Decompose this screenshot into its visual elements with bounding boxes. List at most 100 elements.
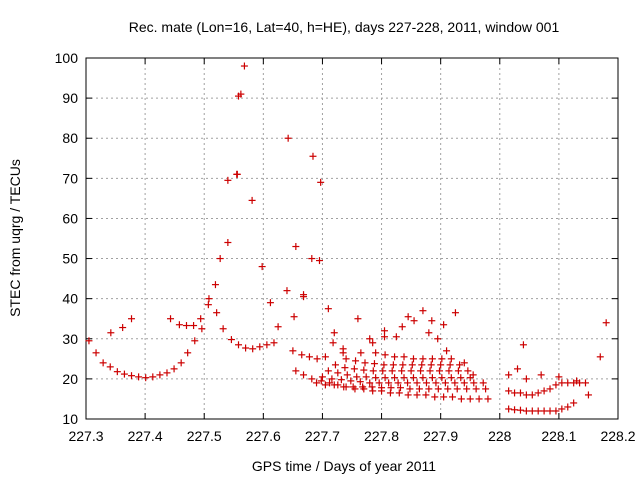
data-point bbox=[422, 379, 430, 387]
data-point bbox=[313, 355, 321, 363]
data-point bbox=[340, 383, 348, 391]
data-point bbox=[135, 373, 143, 381]
data-point bbox=[528, 391, 536, 399]
data-point bbox=[570, 399, 578, 407]
data-point bbox=[396, 384, 404, 392]
data-point bbox=[392, 333, 400, 341]
data-point bbox=[298, 351, 306, 359]
data-point bbox=[249, 345, 257, 353]
data-point bbox=[457, 395, 465, 403]
data-point bbox=[470, 379, 478, 387]
data-point bbox=[394, 379, 402, 387]
data-point bbox=[546, 407, 554, 415]
data-point bbox=[266, 299, 274, 307]
data-point bbox=[558, 379, 566, 387]
data-point bbox=[205, 295, 213, 303]
data-point bbox=[197, 315, 205, 323]
data-point bbox=[417, 367, 425, 375]
data-point bbox=[444, 385, 452, 393]
grid bbox=[86, 58, 618, 419]
data-point bbox=[326, 379, 334, 387]
data-point bbox=[349, 383, 357, 391]
data-point bbox=[300, 293, 308, 301]
data-point bbox=[258, 263, 266, 271]
data-point bbox=[342, 355, 350, 363]
data-point bbox=[460, 359, 468, 367]
data-point bbox=[387, 384, 395, 392]
data-point bbox=[270, 339, 278, 347]
data-point bbox=[381, 374, 389, 382]
data-point bbox=[440, 321, 448, 329]
data-point bbox=[381, 333, 389, 341]
data-point bbox=[149, 373, 157, 381]
data-point bbox=[564, 403, 572, 411]
data-point bbox=[274, 323, 282, 331]
axis-ticks: 227.3 227.4 227.5 227.6 227.7 227.8 227.9 228 22… bbox=[55, 50, 636, 444]
data-point bbox=[290, 313, 298, 321]
data-point bbox=[440, 393, 448, 401]
data-point bbox=[331, 361, 339, 369]
data-point bbox=[602, 319, 610, 327]
data-point bbox=[381, 351, 389, 359]
data-point bbox=[347, 377, 355, 385]
data-point bbox=[235, 92, 243, 100]
data-point bbox=[353, 373, 361, 381]
data-point bbox=[505, 371, 513, 379]
data-point bbox=[419, 374, 427, 382]
data-point bbox=[482, 385, 490, 393]
data-point bbox=[419, 307, 427, 315]
data-point bbox=[446, 361, 454, 369]
data-point bbox=[409, 355, 417, 363]
data-point bbox=[362, 373, 370, 381]
data-point bbox=[413, 391, 421, 399]
data-point bbox=[128, 315, 136, 323]
data-point bbox=[385, 379, 393, 387]
data-point bbox=[184, 349, 192, 357]
data-point bbox=[224, 239, 232, 247]
data-point bbox=[360, 366, 368, 374]
data-point bbox=[330, 381, 338, 389]
data-point bbox=[300, 371, 308, 379]
data-point bbox=[263, 341, 271, 349]
data-point bbox=[456, 361, 464, 369]
data-point bbox=[454, 367, 462, 375]
data-point bbox=[435, 367, 443, 375]
data-point bbox=[431, 393, 439, 401]
y-tick-label: 50 bbox=[62, 251, 78, 267]
data-point bbox=[437, 361, 445, 369]
data-point bbox=[227, 336, 235, 344]
x-tick-label: 227.6 bbox=[246, 428, 281, 444]
data-point bbox=[400, 353, 408, 361]
data-point bbox=[514, 365, 522, 373]
data-point bbox=[359, 383, 367, 391]
data-point bbox=[407, 367, 415, 375]
data-point bbox=[464, 367, 472, 375]
data-point bbox=[398, 323, 406, 331]
x-tick-label: 227.8 bbox=[364, 428, 399, 444]
y-tick-label: 20 bbox=[62, 371, 78, 387]
data-point bbox=[341, 364, 349, 372]
y-tick-label: 80 bbox=[62, 130, 78, 146]
data-point bbox=[457, 374, 465, 382]
data-point bbox=[372, 349, 380, 357]
data-point bbox=[511, 406, 519, 414]
data-point bbox=[552, 381, 560, 389]
data-point bbox=[534, 407, 542, 415]
data-point bbox=[438, 374, 446, 382]
data-point bbox=[369, 339, 377, 347]
data-point bbox=[466, 395, 474, 403]
data-point bbox=[400, 374, 408, 382]
data-point bbox=[119, 324, 127, 332]
data-point bbox=[182, 322, 190, 330]
data-point bbox=[213, 309, 221, 317]
plot-frame bbox=[85, 57, 619, 420]
x-tick-label: 227.4 bbox=[128, 428, 163, 444]
data-point bbox=[379, 367, 387, 375]
data-point bbox=[451, 309, 459, 317]
data-point bbox=[534, 389, 542, 397]
data-point bbox=[399, 361, 407, 369]
data-point bbox=[372, 374, 380, 382]
data-point bbox=[428, 355, 436, 363]
data-point bbox=[366, 335, 374, 343]
